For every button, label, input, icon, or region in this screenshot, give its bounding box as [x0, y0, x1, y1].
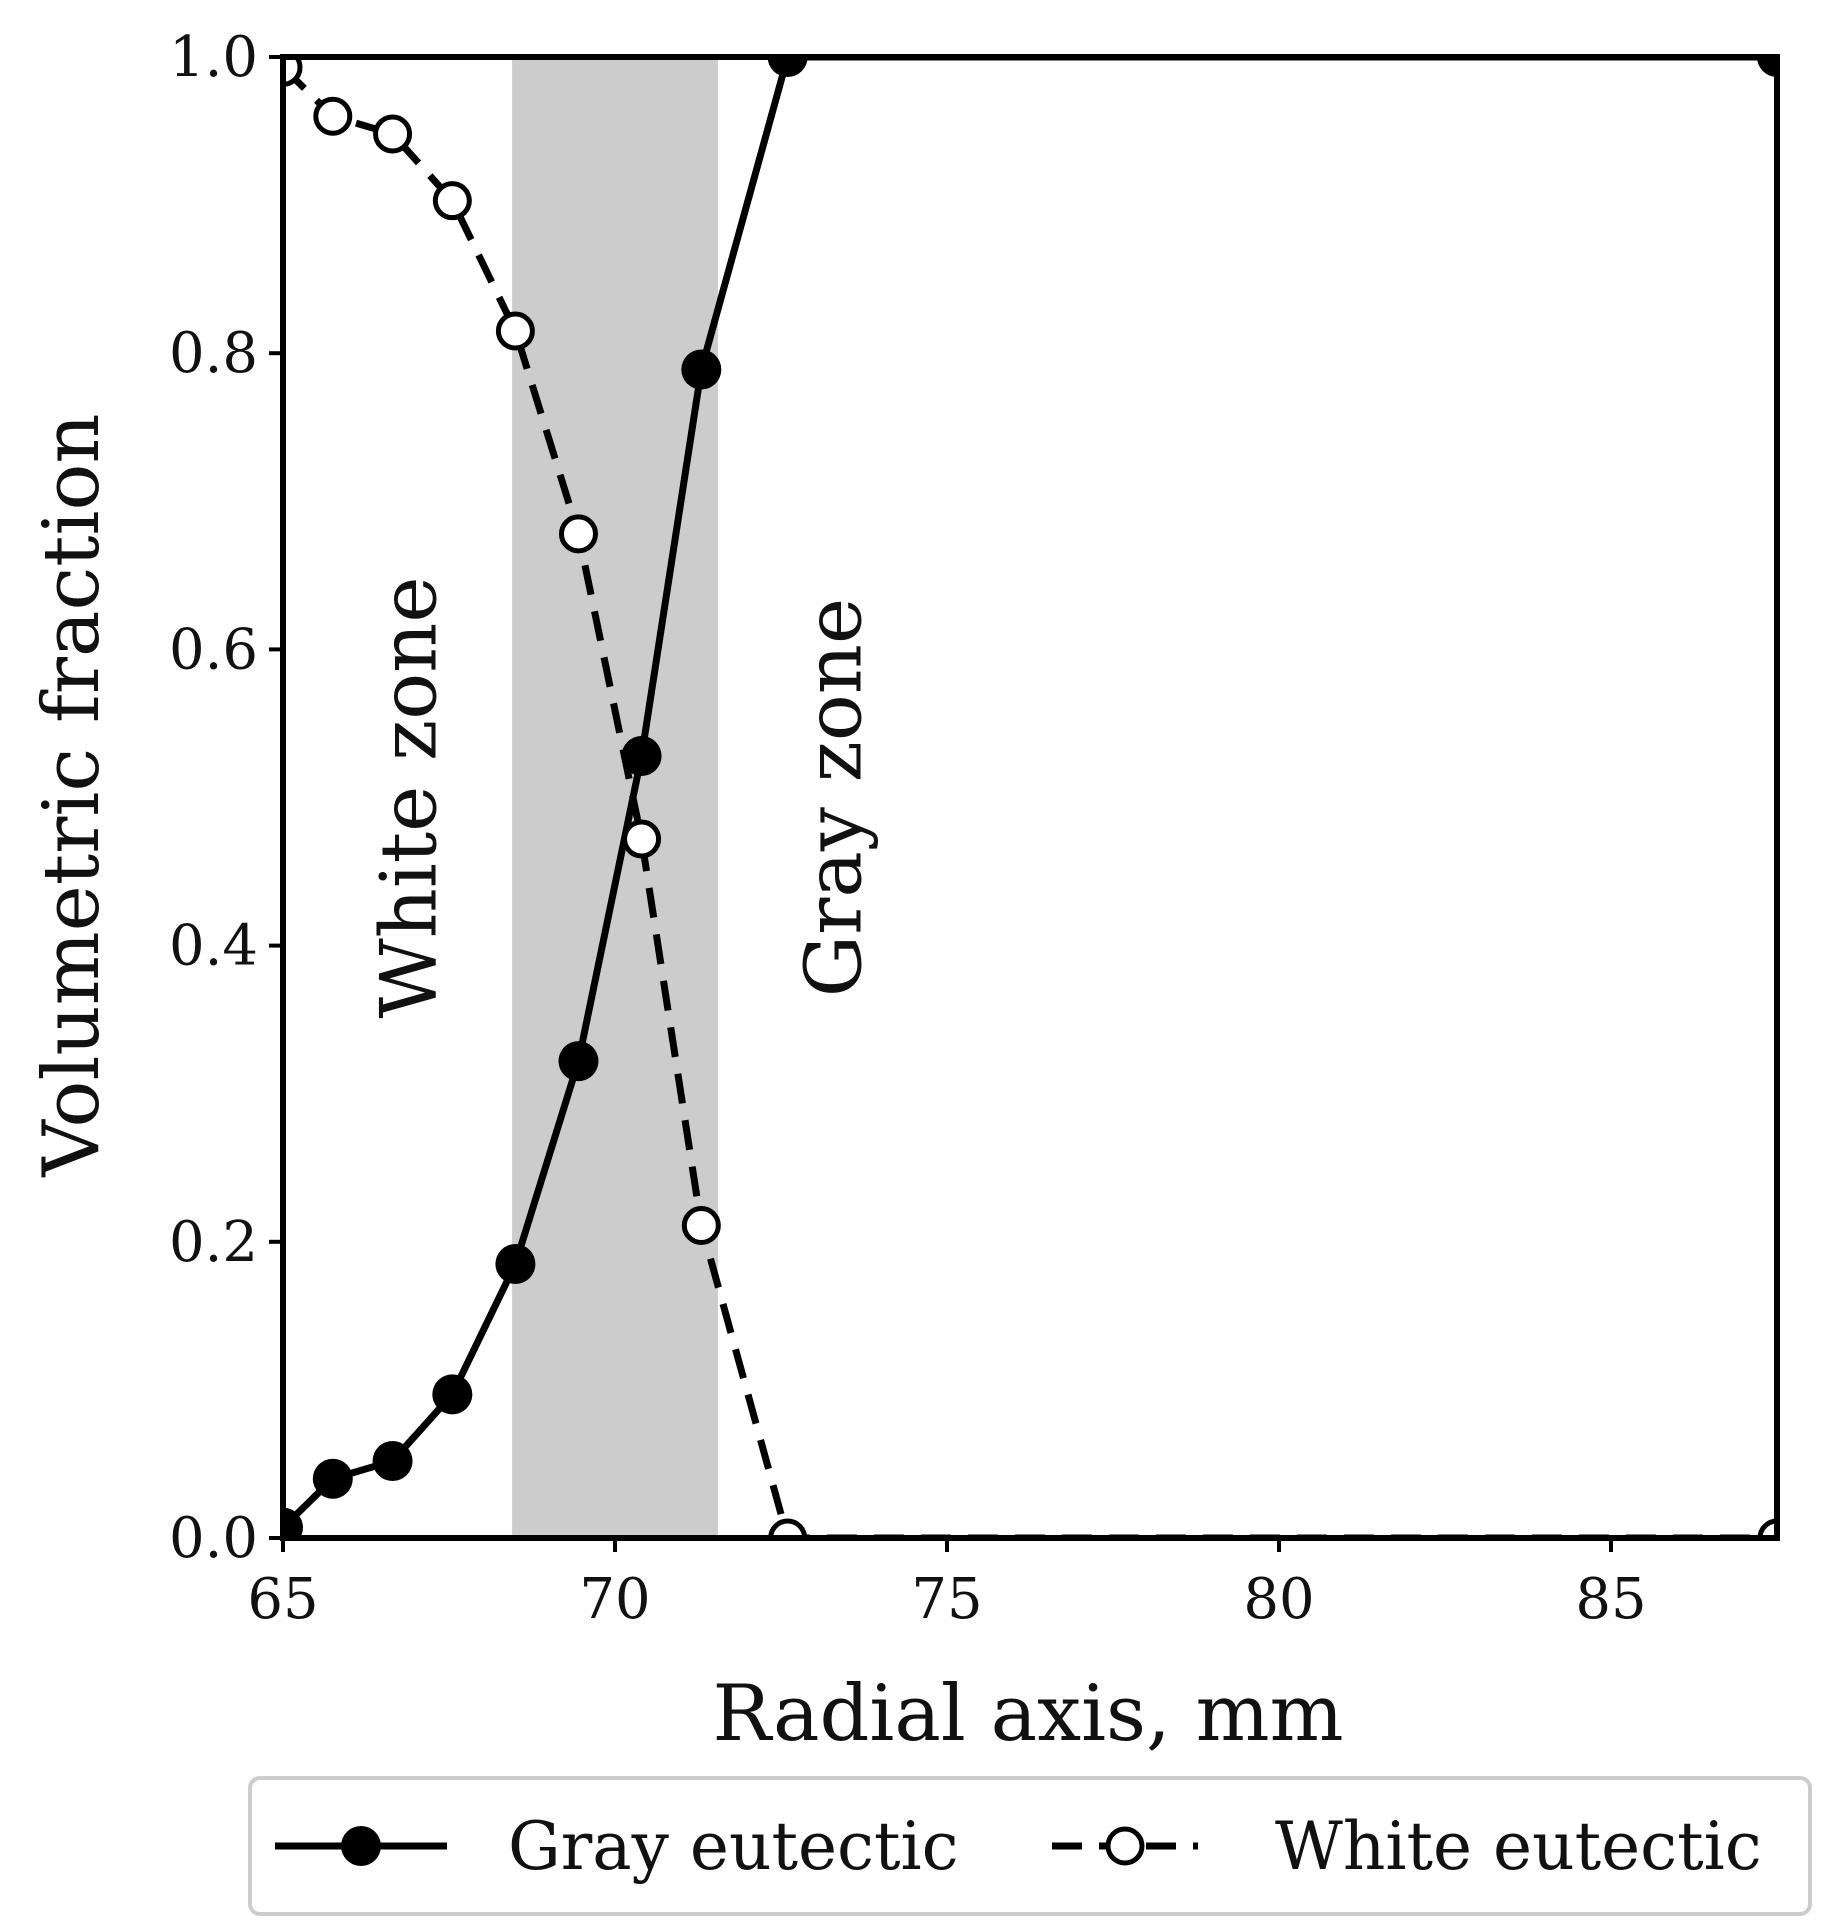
x-tick-label: 85 — [1575, 1567, 1646, 1632]
x-tick-label: 70 — [579, 1567, 650, 1632]
y-axis-label: Volumetric fraction — [27, 413, 117, 1177]
white-eutectic-point — [373, 114, 413, 154]
transition-zone-band — [512, 57, 718, 1538]
y-tick-label: 0.8 — [169, 321, 258, 386]
white-eutectic-point — [1757, 1518, 1777, 1538]
gray-eutectic-point — [1757, 57, 1777, 77]
x-axis-label: Radial axis, mm — [712, 1669, 1343, 1759]
series-group — [283, 57, 1777, 1538]
gray-eutectic-point — [432, 1374, 473, 1415]
gray-eutectic-point — [621, 736, 662, 777]
white-eutectic-point — [622, 819, 662, 859]
white-eutectic-line — [283, 64, 1777, 1538]
plot-frame — [280, 54, 1780, 1541]
gray-eutectic-point — [312, 1458, 353, 1499]
gray-eutectic-point — [558, 1041, 599, 1082]
legend-gray-eutectic-marker — [341, 1826, 381, 1866]
gray-eutectic-point — [767, 57, 808, 77]
gray-zone-label: Gray zone — [790, 598, 880, 997]
legend-white-eutectic-marker — [1105, 1826, 1145, 1866]
gray-eutectic-point — [372, 1440, 413, 1481]
gray-eutectic-point — [283, 1507, 303, 1538]
white-eutectic-point — [558, 514, 598, 554]
white-eutectic-point — [313, 96, 353, 136]
white-eutectic-point — [768, 1518, 808, 1538]
y-tick-label: 0.4 — [169, 914, 258, 979]
legend-white-eutectic-label: White eutectic — [1275, 1808, 1762, 1885]
white-eutectic-point — [681, 1206, 721, 1246]
plot-area: White zone Gray zone — [283, 57, 1777, 1538]
x-tick-label: 80 — [1243, 1567, 1314, 1632]
gray-eutectic-line — [283, 57, 1777, 1531]
y-tick-label: 0.2 — [169, 1210, 258, 1275]
white-zone-label: White zone — [365, 576, 455, 1018]
x-tick-label: 75 — [911, 1567, 982, 1632]
y-tick-label: 0.0 — [169, 1506, 258, 1571]
white-eutectic-point — [495, 311, 535, 351]
gray-eutectic-point — [681, 349, 722, 390]
gray-eutectic-point — [495, 1244, 536, 1285]
legend: Gray eutectic White eutectic — [248, 1776, 1812, 1916]
axes: 65 70 75 80 85 0.0 0.2 0.4 0.6 0.8 1.0 — [169, 25, 1780, 1632]
white-eutectic-point — [432, 181, 472, 221]
x-tick-label: 65 — [247, 1567, 318, 1632]
legend-gray-eutectic-label: Gray eutectic — [508, 1808, 959, 1885]
white-eutectic-point — [283, 57, 303, 87]
y-tick-label: 0.6 — [169, 617, 258, 682]
legend-box — [248, 1776, 1812, 1916]
y-tick-label: 1.0 — [169, 25, 258, 90]
